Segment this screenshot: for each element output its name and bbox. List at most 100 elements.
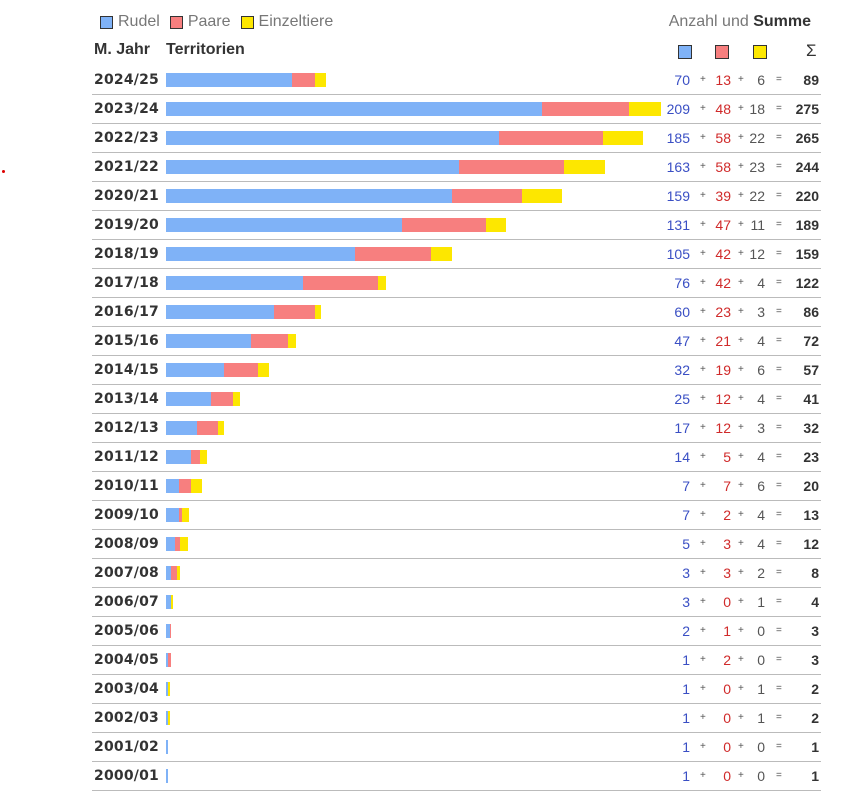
year-label: 2005/06 — [94, 623, 159, 639]
value-einzeltiere: 3 — [757, 420, 765, 436]
equals-sign: = — [776, 74, 782, 85]
value-total: 23 — [803, 449, 819, 465]
stacked-bar — [166, 595, 174, 609]
bar-segment-rudel — [166, 682, 168, 696]
value-total: 3 — [811, 652, 819, 668]
value-einzeltiere: 4 — [757, 391, 765, 407]
table-row: 2000/01 1 0 0 + + = 1 — [92, 762, 821, 791]
value-rudel: 14 — [674, 449, 690, 465]
bar-segment-rudel — [166, 131, 499, 145]
plus-sign: + — [700, 277, 706, 288]
bar-segment-paare — [452, 189, 523, 203]
table-row: 2013/14 25 12 4 + + = 41 — [92, 385, 821, 414]
value-einzeltiere: 1 — [757, 594, 765, 610]
bar-segment-paare — [178, 479, 192, 493]
plus-sign: + — [700, 190, 706, 201]
table-row: 2021/22 163 58 23 + + = 244 — [92, 153, 821, 182]
plus-sign: + — [738, 219, 744, 230]
plus-sign: + — [700, 364, 706, 375]
value-total: 32 — [803, 420, 819, 436]
value-einzeltiere: 0 — [757, 739, 765, 755]
value-total: 72 — [803, 333, 819, 349]
bar-segment-rudel — [166, 421, 197, 435]
bar-segment-rudel — [166, 363, 224, 377]
bar-segment-einzeltiere — [232, 392, 240, 406]
value-rudel: 1 — [682, 768, 690, 784]
value-einzeltiere: 2 — [757, 565, 765, 581]
legend-label-einzeltiere: Einzeltiere — [258, 13, 334, 30]
bar-segment-rudel — [166, 624, 170, 638]
value-paare: 0 — [723, 594, 731, 610]
year-label: 2016/17 — [94, 304, 159, 320]
stacked-bar — [166, 160, 606, 174]
bar-segment-rudel — [166, 740, 168, 754]
stacked-bar — [166, 682, 170, 696]
table-row: 2006/07 3 0 1 + + = 4 — [92, 588, 821, 617]
value-einzeltiere: 4 — [757, 449, 765, 465]
bar-segment-einzeltiere — [603, 131, 643, 145]
table-row: 2003/04 1 0 1 + + = 2 — [92, 675, 821, 704]
value-total: 220 — [795, 188, 819, 204]
value-paare: 0 — [723, 681, 731, 697]
plus-sign: + — [700, 306, 706, 317]
year-label: 2013/14 — [94, 391, 159, 407]
year-label: 2024/25 — [94, 72, 159, 88]
value-total: 20 — [803, 478, 819, 494]
value-rudel: 7 — [682, 507, 690, 523]
value-rudel: 76 — [674, 275, 690, 291]
year-label: 2009/10 — [94, 507, 159, 523]
table-row: 2012/13 17 12 3 + + = 32 — [92, 414, 821, 443]
year-label: 2012/13 — [94, 420, 159, 436]
bar-segment-einzeltiere — [315, 305, 321, 319]
equals-sign: = — [776, 393, 782, 404]
bar-segment-paare — [175, 537, 181, 551]
value-rudel: 1 — [682, 710, 690, 726]
plus-sign: + — [700, 132, 706, 143]
column-swatch-einzeltiere — [753, 45, 767, 59]
value-paare: 21 — [715, 333, 731, 349]
table-row: 2014/15 32 19 6 + + = 57 — [92, 356, 821, 385]
plus-sign: + — [738, 422, 744, 433]
table-row: 2024/25 70 13 6 + + = 89 — [92, 66, 821, 95]
bar-segment-paare — [302, 276, 379, 290]
plus-sign: + — [700, 770, 706, 781]
stacked-bar — [166, 711, 170, 725]
value-rudel: 2 — [682, 623, 690, 639]
bar-segment-paare — [178, 508, 183, 522]
value-einzeltiere: 12 — [749, 246, 765, 262]
year-label: 2003/04 — [94, 681, 159, 697]
bar-segment-paare — [223, 363, 258, 377]
table-row: 2023/24 209 48 18 + + = 275 — [92, 95, 821, 124]
equals-sign: = — [776, 277, 782, 288]
table-row: 2015/16 47 21 4 + + = 72 — [92, 327, 821, 356]
bar-segment-einzeltiere — [378, 276, 386, 290]
bar-segment-rudel — [166, 653, 168, 667]
plus-sign: + — [738, 509, 744, 520]
plus-sign: + — [700, 103, 706, 114]
value-einzeltiere: 11 — [750, 217, 765, 233]
value-einzeltiere: 4 — [757, 275, 765, 291]
bar-segment-rudel — [166, 537, 175, 551]
value-total: 13 — [803, 507, 819, 523]
equals-sign: = — [776, 364, 782, 375]
value-paare: 5 — [723, 449, 731, 465]
bar-segment-rudel — [166, 450, 192, 464]
plus-sign: + — [738, 625, 744, 636]
equals-sign: = — [776, 248, 782, 259]
bar-segment-einzeltiere — [167, 711, 170, 725]
plus-sign: + — [738, 306, 744, 317]
plus-sign: + — [700, 393, 706, 404]
plus-sign: + — [700, 480, 706, 491]
plus-sign: + — [738, 132, 744, 143]
value-total: 189 — [795, 217, 819, 233]
bar-segment-einzeltiere — [628, 102, 661, 116]
bar-segment-rudel — [166, 711, 168, 725]
value-rudel: 17 — [674, 420, 690, 436]
column-header-sigma: Σ — [806, 41, 817, 60]
table-row: 2016/17 60 23 3 + + = 86 — [92, 298, 821, 327]
value-rudel: 32 — [674, 362, 690, 378]
year-label: 2023/24 — [94, 101, 159, 117]
value-total: 4 — [811, 594, 819, 610]
equals-sign: = — [776, 596, 782, 607]
bar-segment-einzeltiere — [522, 189, 562, 203]
